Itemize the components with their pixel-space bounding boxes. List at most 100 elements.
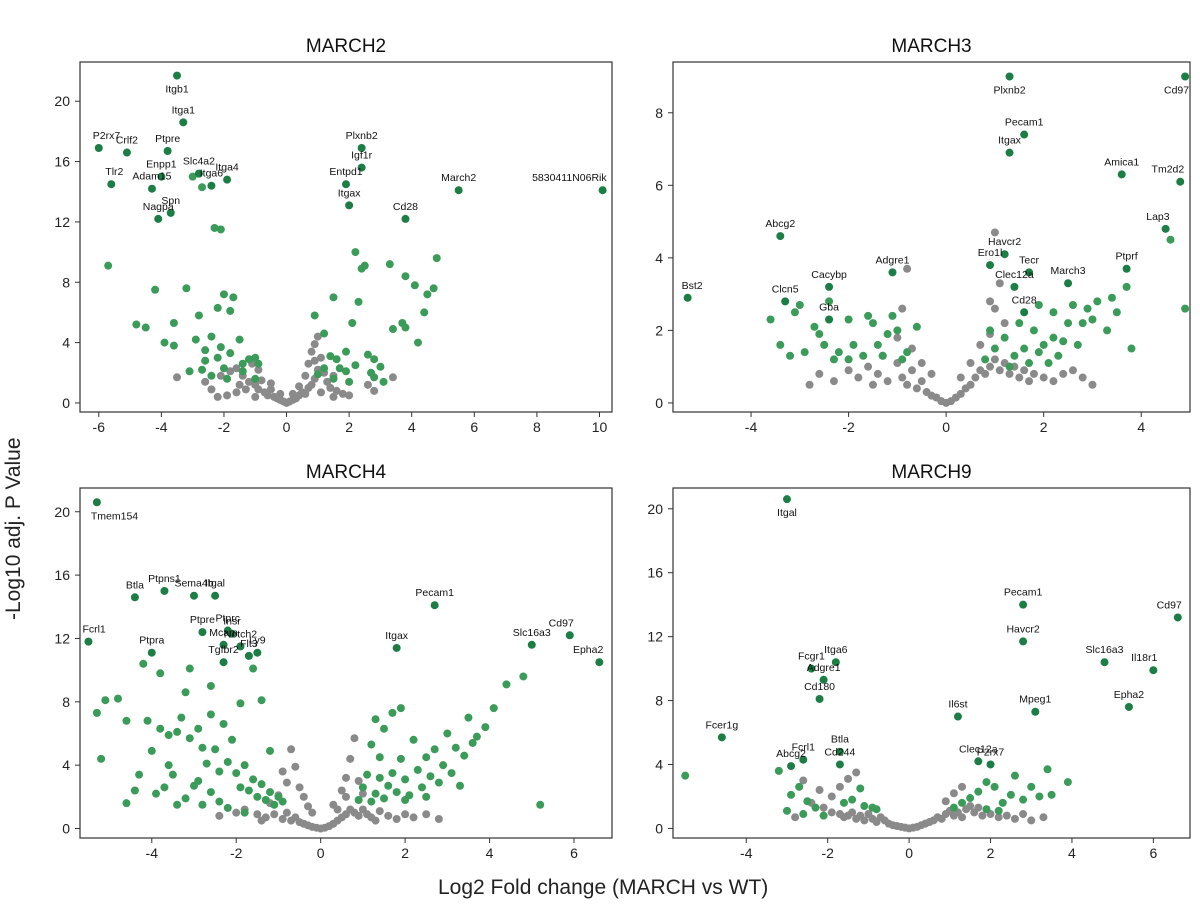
significant-point	[278, 797, 287, 806]
significant-point	[173, 800, 182, 809]
y-tick-label: 0	[62, 820, 70, 836]
nonsignificant-point	[1019, 810, 1028, 819]
labeled-point	[835, 760, 844, 769]
significant-point	[238, 359, 247, 368]
nonsignificant-point	[266, 379, 275, 388]
nonsignificant-point	[232, 364, 241, 373]
labeled-point	[527, 640, 536, 649]
x-tick-label: -4	[146, 845, 159, 861]
significant-point	[351, 248, 360, 257]
gene-label: Ptpre	[155, 133, 180, 145]
gene-label: Itgal	[777, 507, 797, 519]
significant-point	[201, 346, 210, 355]
plot-frame	[672, 61, 1191, 413]
significant-point	[130, 786, 139, 795]
labeled-point	[228, 629, 236, 638]
gene-label: Igf1r	[351, 150, 373, 162]
gene-label: Mcam	[209, 627, 238, 639]
gene-label: Itgal	[205, 578, 225, 590]
significant-point	[354, 795, 363, 804]
labeled-point	[92, 498, 101, 507]
significant-point	[401, 795, 410, 804]
significant-point	[429, 284, 438, 293]
significant-point	[101, 696, 110, 705]
nonsignificant-point	[986, 362, 995, 371]
significant-point	[430, 745, 439, 754]
significant-point	[198, 743, 207, 752]
gene-label: Cd97	[1157, 599, 1182, 611]
gene-label: March2	[441, 172, 476, 184]
significant-point	[873, 340, 882, 349]
y-tick-label: 2	[655, 322, 663, 338]
significant-point	[342, 347, 350, 356]
labeled-point	[1064, 279, 1073, 288]
nonsignificant-point	[263, 391, 272, 400]
significant-point	[236, 699, 245, 708]
significant-point	[1049, 333, 1058, 342]
significant-point	[310, 311, 319, 320]
significant-point	[181, 688, 190, 697]
nonsignificant-point	[332, 386, 341, 395]
y-tick-label: 8	[655, 693, 663, 709]
labeled-point	[1181, 72, 1189, 81]
labeled-point	[825, 282, 834, 291]
significant-point	[1034, 348, 1043, 357]
labeled-point	[1176, 177, 1185, 186]
nonsignificant-point	[873, 369, 882, 378]
significant-point	[198, 365, 207, 374]
significant-point	[799, 810, 808, 819]
y-tick-label: 16	[647, 565, 663, 581]
gene-label: Tm2d2	[1152, 164, 1185, 176]
nonsignificant-point	[323, 377, 332, 386]
significant-point	[1044, 359, 1053, 368]
significant-point	[1035, 792, 1044, 801]
labeled-point	[1161, 224, 1170, 233]
nonsignificant-point	[883, 377, 892, 386]
significant-point	[1043, 765, 1052, 774]
labeled-point	[598, 186, 607, 195]
labeled-point	[1005, 148, 1014, 157]
significant-point	[216, 225, 225, 234]
significant-point	[1073, 340, 1082, 349]
labeled-point	[1019, 637, 1028, 646]
panel-march9: MARCH9 -4 -2 0 2 4 6 0 4 8 12 16 20 Itgal Pecam1 Cd97 Ha…	[647, 462, 1191, 861]
gene-label: Epha2	[1114, 689, 1145, 701]
significant-point	[266, 788, 274, 797]
labeled-point	[147, 648, 156, 657]
gene-label: Adgre1	[876, 254, 910, 266]
labeled-point	[94, 143, 103, 152]
gene-label: Cd97	[1164, 85, 1189, 97]
significant-point	[92, 708, 101, 717]
significant-point	[974, 787, 983, 796]
significant-point	[147, 746, 156, 755]
significant-point	[401, 323, 410, 332]
significant-point	[139, 659, 148, 668]
nonsignificant-point	[966, 802, 975, 811]
significant-point	[379, 377, 388, 386]
significant-point	[1083, 304, 1092, 313]
gene-label: Abcg2	[776, 748, 806, 760]
x-axis-title: Log2 Fold change (MARCH vs WT)	[438, 876, 769, 899]
nonsignificant-point	[282, 778, 291, 787]
significant-point	[169, 341, 178, 350]
significant-point	[434, 778, 443, 787]
nonsignificant-point	[326, 383, 335, 392]
nonsignificant-point	[852, 768, 861, 777]
x-tick-label: -2	[230, 845, 243, 861]
significant-point	[164, 731, 173, 740]
nonsignificant-point	[835, 782, 844, 791]
labeled-point	[198, 628, 207, 637]
nonsignificant-point	[241, 385, 250, 394]
labeled-point	[565, 631, 574, 640]
nonsignificant-point	[974, 803, 983, 812]
x-tick-label: 4	[408, 419, 416, 435]
nonsignificant-point	[827, 808, 836, 817]
nonsignificant-point	[232, 808, 241, 817]
significant-point	[329, 374, 338, 383]
significant-point	[1005, 362, 1014, 371]
panel-title: MARCH2	[306, 36, 386, 57]
x-tick-label: -4	[155, 419, 168, 435]
gene-label: Itgax	[338, 187, 362, 199]
significant-point	[156, 724, 165, 733]
plot-frame	[672, 487, 1191, 839]
